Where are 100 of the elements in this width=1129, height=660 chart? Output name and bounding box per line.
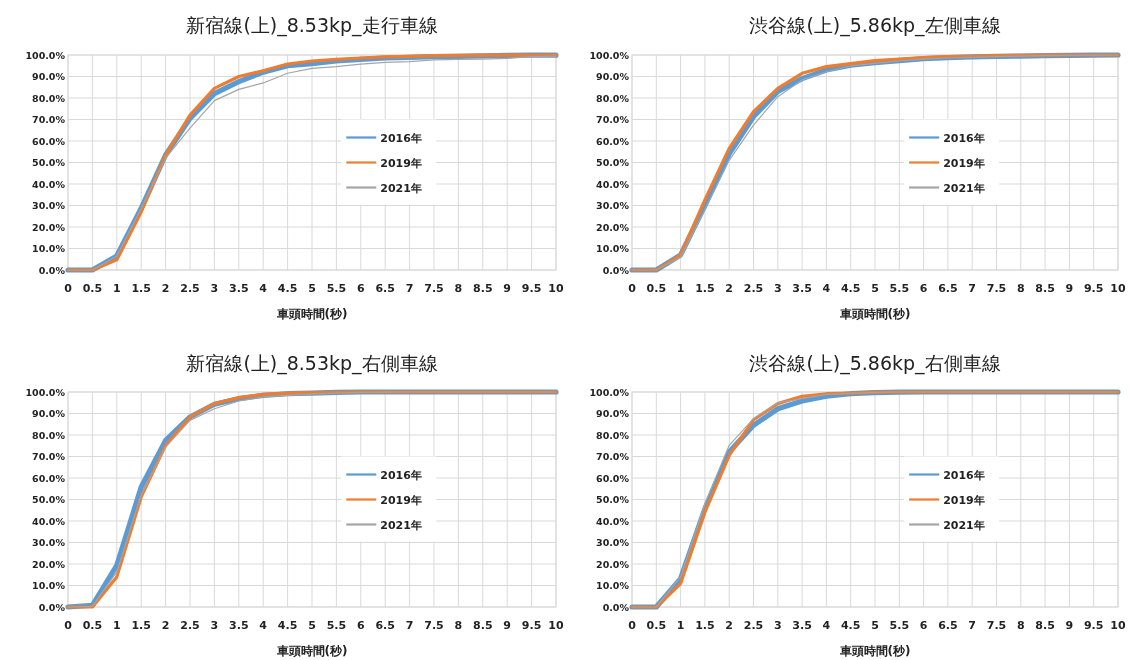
y-tick-label: 60.0% xyxy=(32,472,66,484)
x-tick-label: 6.5 xyxy=(375,282,395,295)
x-tick-label: 8 xyxy=(1016,619,1025,632)
y-tick-label: 10.0% xyxy=(32,243,66,254)
x-tick-label: 9 xyxy=(503,282,512,295)
x-tick-label: 5.5 xyxy=(326,619,347,632)
y-tick-label: 80.0% xyxy=(596,429,630,441)
x-tick-label: 9.5 xyxy=(1083,619,1104,632)
x-tick-label: 3.5 xyxy=(229,282,249,295)
x-tick-label: 6.5 xyxy=(938,282,958,295)
x-tick-label: 8.5 xyxy=(473,282,493,295)
x-tick-label: 7 xyxy=(405,619,414,632)
y-tick-label: 40.0% xyxy=(32,515,66,527)
x-axis-title: 車頭時間(秒) xyxy=(275,644,348,658)
x-axis-title: 車頭時間(秒) xyxy=(838,307,911,321)
legend-label: 2021年 xyxy=(380,518,422,532)
x-tick-label: 6 xyxy=(356,619,365,632)
x-tick-label: 3 xyxy=(210,282,219,295)
x-tick-label: 5 xyxy=(871,619,879,632)
y-tick-label: 100.0% xyxy=(589,49,630,61)
x-tick-label: 4.5 xyxy=(277,619,298,632)
x-axis-title: 車頭時間(秒) xyxy=(838,644,911,658)
y-tick-label: 40.0% xyxy=(596,178,630,190)
x-tick-label: 9.5 xyxy=(1083,282,1104,295)
legend-label: 2019年 xyxy=(943,493,985,507)
legend-label: 2016年 xyxy=(943,131,985,145)
y-tick-label: 70.0% xyxy=(596,114,630,125)
x-tick-label: 7.5 xyxy=(424,282,444,295)
y-tick-label: 0.0% xyxy=(602,264,630,276)
y-tick-label: 100.0% xyxy=(25,386,66,398)
x-tick-label: 9.5 xyxy=(521,282,542,295)
x-tick-label: 8 xyxy=(1016,282,1025,295)
x-tick-label: 9.5 xyxy=(521,619,542,632)
y-tick-label: 50.0% xyxy=(32,494,66,505)
y-tick-label: 0.0% xyxy=(38,264,66,276)
y-tick-label: 20.0% xyxy=(596,221,630,233)
x-tick-label: 2 xyxy=(725,282,734,295)
legend-label: 2021年 xyxy=(943,518,985,532)
y-tick-label: 0.0% xyxy=(602,601,630,613)
x-tick-label: 5.5 xyxy=(326,282,347,295)
y-tick-label: 30.0% xyxy=(32,200,66,211)
y-tick-label: 10.0% xyxy=(32,580,66,591)
x-tick-label: 1.5 xyxy=(695,619,715,632)
x-tick-label: 9 xyxy=(1065,619,1074,632)
x-tick-label: 6 xyxy=(919,619,928,632)
y-tick-label: 20.0% xyxy=(596,558,630,570)
x-tick-label: 8 xyxy=(454,282,463,295)
x-axis-title: 車頭時間(秒) xyxy=(275,307,348,321)
x-tick-label: 1 xyxy=(676,282,685,295)
x-tick-label: 3 xyxy=(773,619,782,632)
x-tick-label: 4.5 xyxy=(840,282,861,295)
x-tick-label: 7.5 xyxy=(986,619,1007,632)
y-tick-label: 60.0% xyxy=(32,135,66,147)
x-tick-label: 4.5 xyxy=(840,619,861,632)
y-tick-label: 80.0% xyxy=(32,429,66,441)
x-tick-label: 1.5 xyxy=(131,619,151,632)
x-tick-label: 1.5 xyxy=(131,282,151,295)
y-tick-label: 20.0% xyxy=(32,221,66,233)
y-tick-label: 90.0% xyxy=(596,408,630,419)
y-tick-label: 40.0% xyxy=(32,178,66,190)
x-tick-label: 10 xyxy=(1110,282,1126,295)
y-tick-label: 30.0% xyxy=(596,537,630,548)
x-tick-label: 3.5 xyxy=(792,619,812,632)
y-tick-label: 80.0% xyxy=(32,92,66,104)
x-tick-label: 2.5 xyxy=(743,619,764,632)
x-tick-label: 2 xyxy=(161,619,170,632)
x-tick-label: 0 xyxy=(628,282,637,295)
x-tick-label: 0 xyxy=(628,619,637,632)
x-tick-label: 3 xyxy=(210,619,219,632)
y-tick-label: 80.0% xyxy=(596,92,630,104)
x-tick-label: 5 xyxy=(871,282,879,295)
x-tick-label: 8.5 xyxy=(1035,282,1055,295)
x-tick-label: 5.5 xyxy=(889,619,910,632)
x-tick-label: 0.5 xyxy=(82,619,103,632)
x-tick-label: 3 xyxy=(773,282,782,295)
x-tick-label: 8.5 xyxy=(473,619,493,632)
x-tick-label: 0 xyxy=(64,619,73,632)
x-tick-label: 10 xyxy=(548,282,564,295)
y-tick-label: 60.0% xyxy=(596,472,630,484)
y-tick-label: 70.0% xyxy=(32,451,66,462)
y-tick-label: 70.0% xyxy=(32,114,66,125)
y-tick-label: 50.0% xyxy=(596,494,630,505)
legend-label: 2021年 xyxy=(943,181,985,195)
x-tick-label: 9 xyxy=(1065,282,1074,295)
chart-title: 渋谷線(上)_5.86kp_右側車線 xyxy=(749,352,1001,375)
x-tick-label: 0.5 xyxy=(646,282,667,295)
y-tick-label: 50.0% xyxy=(32,157,66,168)
x-tick-label: 10 xyxy=(548,619,564,632)
x-tick-label: 3.5 xyxy=(229,619,249,632)
x-tick-label: 0.5 xyxy=(82,282,103,295)
legend-label: 2019年 xyxy=(380,156,422,170)
x-tick-label: 1 xyxy=(112,619,121,632)
y-tick-label: 40.0% xyxy=(596,515,630,527)
x-tick-label: 2.5 xyxy=(743,282,764,295)
legend-label: 2016年 xyxy=(943,468,985,482)
y-tick-label: 50.0% xyxy=(596,157,630,168)
x-tick-label: 4 xyxy=(259,282,268,295)
x-tick-label: 1 xyxy=(676,619,685,632)
x-tick-label: 10 xyxy=(1110,619,1126,632)
x-tick-label: 1.5 xyxy=(695,282,715,295)
